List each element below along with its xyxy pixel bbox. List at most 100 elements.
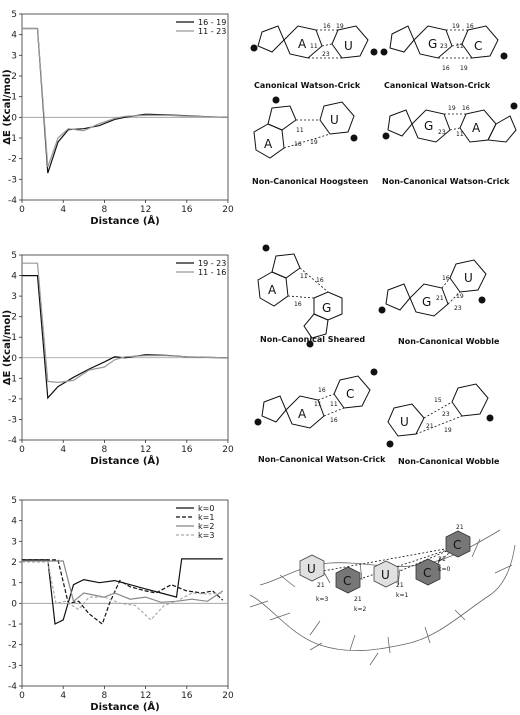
structure-caption: Non-Canonical Sheared (260, 335, 365, 344)
y-tick-label: 1 (11, 579, 17, 589)
legend-label: k=1 (198, 513, 214, 522)
x-tick-label: 20 (222, 445, 234, 455)
base-letter: U (464, 271, 473, 285)
base-letter: U (307, 562, 316, 576)
atom-number: 16 (462, 105, 470, 112)
base-letter: C (453, 538, 461, 552)
y-tick-label: -2 (8, 641, 17, 651)
base-letter: A (298, 37, 307, 51)
atom-number: 16 (442, 65, 450, 72)
base-letter: A (268, 283, 277, 297)
plot-frame (21, 13, 229, 201)
y-tick-label: -1 (8, 134, 17, 144)
k-label: k=3 (316, 596, 329, 603)
y-tick-label: 5 (11, 496, 17, 506)
y-tick-label: 2 (11, 558, 17, 568)
x-tick-label: 16 (181, 445, 193, 455)
y-tick-label: 1 (11, 93, 17, 103)
atom-number: 21 (436, 295, 444, 302)
y-tick-label: -3 (8, 175, 17, 185)
atom-number: 16 (323, 23, 331, 30)
series-line-k-1 (22, 559, 224, 625)
structure-ac-noncanonical: A C 16 11 11 16 Non-Canonical Watson-Cri… (254, 368, 386, 464)
x-tick-label: 12 (140, 445, 151, 455)
legend-label: 19 - 23 (198, 259, 226, 268)
structure-au-hoogsteen: A U 11 16 19 Non-Canonical Hoogsteen (252, 96, 369, 186)
x-tick-label: 8 (102, 205, 108, 215)
structure-ga-noncanonical: G A 19 16 23 11 Non-Canonical Watson-Cri… (382, 102, 518, 186)
base-letter: U (330, 113, 339, 127)
y-axis-label: ΔE (Kcal/mol) (2, 310, 13, 385)
atom-number: 16 (466, 23, 474, 30)
atom-number: 19 (452, 23, 460, 30)
x-tick-label: 0 (19, 445, 25, 455)
y-tick-label: 4 (11, 272, 17, 282)
atom-number: 19 (336, 23, 344, 30)
atom-number: 11 (310, 43, 318, 50)
x-tick-label: 12 (140, 205, 151, 215)
atom-number: 23 (322, 51, 330, 58)
base-letter: U (381, 568, 390, 582)
atom-number: 16 (316, 277, 324, 284)
y-tick-label: -2 (8, 155, 17, 165)
y-tick-label: 1 (11, 333, 17, 343)
atom-number: 21 (438, 556, 446, 563)
base-letter: C (346, 387, 354, 401)
atom-number: 11 (456, 131, 464, 138)
structure-gu-wobble: G U 16 19 21 23 Non-Canonical Wobble (378, 259, 500, 346)
atom-number: 21 (456, 524, 464, 531)
atom-number: 23 (454, 305, 462, 312)
legend-label: k=3 (198, 531, 214, 540)
structure-au-canonical: A U 16 19 11 23 Canonical Watson-Crick (250, 23, 378, 90)
series-line-11-16 (22, 262, 229, 384)
y-tick-label: -4 (8, 196, 17, 206)
legend-label: 11 - 16 (198, 268, 226, 277)
x-tick-label: 4 (60, 205, 66, 215)
atom-number: 21 (426, 423, 434, 430)
helix-base-c2: C 21 k=0 (415, 556, 451, 586)
atom-number: 11 (314, 401, 322, 408)
x-tick-label: 0 (19, 205, 25, 215)
helix-base-c3: C 21 (445, 524, 471, 558)
x-tick-label: 12 (140, 691, 151, 701)
base-letter: C (474, 39, 482, 53)
base-letter: G (424, 119, 433, 133)
atom-number: 23 (438, 129, 446, 136)
x-tick-label: 16 (181, 205, 193, 215)
y-tick-label: 0 (11, 354, 17, 364)
y-tick-label: -3 (8, 415, 17, 425)
atom-number: 16 (330, 417, 338, 424)
y-tick-label: 4 (11, 517, 17, 527)
y-tick-label: 2 (11, 313, 17, 323)
y-tick-label: 5 (11, 251, 17, 261)
atom-number: 16 (318, 387, 326, 394)
series-line-k-2 (22, 560, 224, 603)
base-letter: A (472, 121, 481, 135)
base-letter: C (343, 574, 351, 588)
helix-base-u2: U 21 k=1 (373, 560, 409, 599)
structure-ag-sheared: A G 11 16 16 Non-Canonical Sheared (257, 244, 365, 348)
legend-label: 11 - 23 (198, 27, 226, 36)
k-label: k=1 (396, 592, 409, 599)
x-tick-label: 8 (102, 691, 108, 701)
y-tick-label: -1 (8, 374, 17, 384)
y-tick-label: 3 (11, 537, 17, 547)
x-tick-label: 0 (19, 691, 25, 701)
plot-frame (21, 499, 229, 687)
helix-base-u1: U 21 k=3 (299, 554, 329, 603)
atom-number: 21 (396, 582, 404, 589)
base-letter: A (264, 137, 273, 151)
series-line-k-3 (22, 561, 223, 621)
x-tick-label: 20 (222, 691, 234, 701)
structure-caption: Canonical Watson-Crick (254, 81, 361, 90)
atom-number: 11 (456, 43, 464, 50)
base-letter: G (422, 295, 431, 309)
structure-caption: Non-Canonical Wobble (398, 457, 500, 466)
y-tick-label: 3 (11, 51, 17, 61)
atom-number: 16 (294, 301, 302, 308)
y-tick-label: -3 (8, 661, 17, 671)
y-tick-label: 0 (11, 599, 17, 609)
